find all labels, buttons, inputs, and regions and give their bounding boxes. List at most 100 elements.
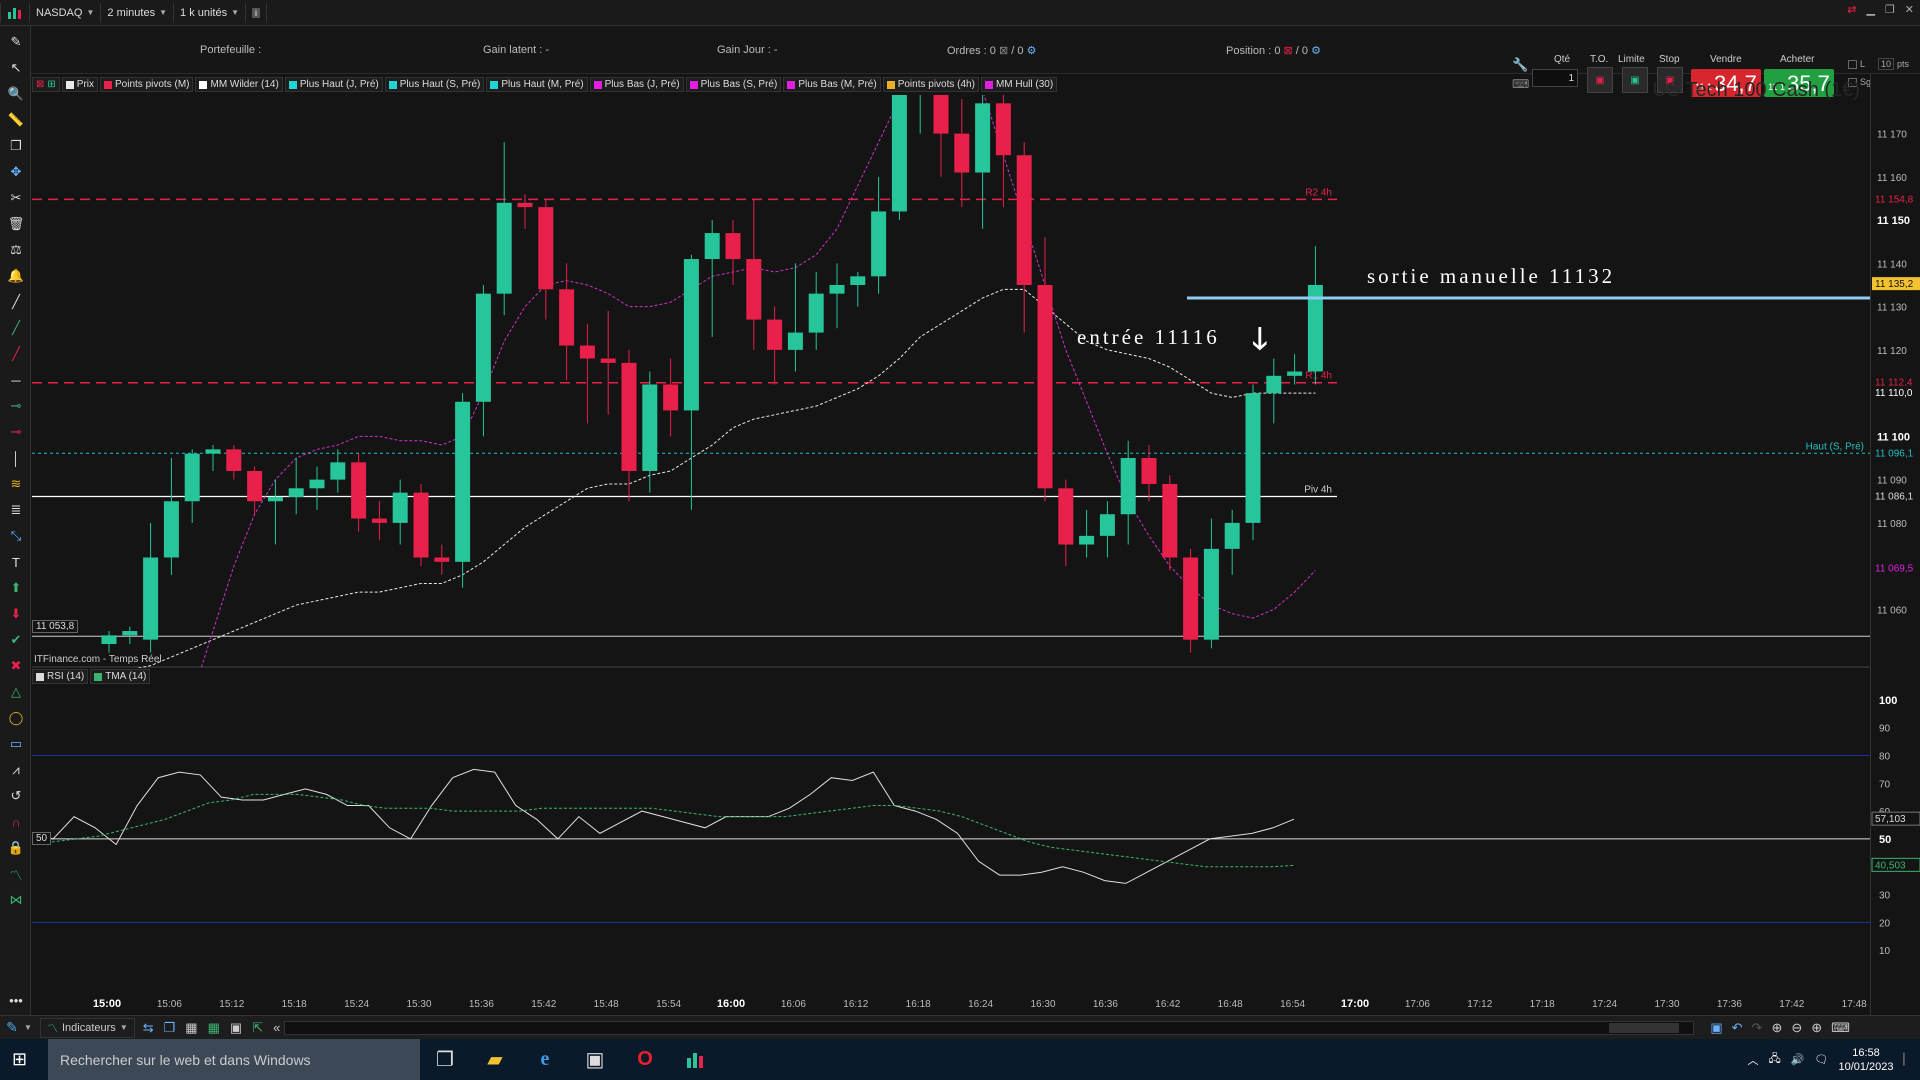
up-arrow-icon[interactable]: ⬆ <box>10 580 22 595</box>
red-ray-icon[interactable]: ⊸ <box>10 424 22 439</box>
legend-item[interactable]: Plus Bas (J, Pré) <box>589 77 684 92</box>
chart-type-icon[interactable] <box>0 2 30 23</box>
close-icon[interactable]: ✕ <box>1904 4 1914 16</box>
trading-app-icon[interactable] <box>670 1039 720 1080</box>
legend-item[interactable]: Prix <box>61 77 99 92</box>
gain-checkbox[interactable] <box>1848 77 1857 87</box>
line-icon[interactable]: ╱ <box>12 294 20 309</box>
cursor-icon[interactable]: ↖ <box>10 60 22 75</box>
loss-checkbox[interactable] <box>1848 59 1857 69</box>
timeframe-selector[interactable]: 2 minutes ▼ <box>101 2 175 23</box>
taskbar-search[interactable]: Rechercher sur le web et dans Windows <box>48 1039 420 1080</box>
info-button[interactable]: i <box>246 2 268 23</box>
wrench-icon[interactable]: 🔧 <box>1512 57 1529 72</box>
show-desktop-icon[interactable]: ▏ <box>1903 1054 1912 1066</box>
cross-icon[interactable]: ✖ <box>10 658 22 673</box>
store-icon[interactable]: ▣ <box>585 1049 605 1071</box>
legend-item[interactable]: Plus Haut (J, Pré) <box>284 77 383 92</box>
keyboard-icon[interactable]: ⌨ <box>1512 77 1530 91</box>
time-axis[interactable]: 15:00 15:06 15:12 15:18 15:24 15:30 15:36 15:42… <box>32 993 1870 1013</box>
rsi-panel[interactable]: 50 <box>31 668 1870 993</box>
qty-input[interactable] <box>1532 69 1578 87</box>
cancel-icon[interactable]: ⊠ <box>1283 45 1293 57</box>
sell-button[interactable]: 11 1 34,7 <box>1691 69 1761 97</box>
legend-toggle-button[interactable]: ⊠ ⊞ <box>32 77 60 92</box>
ruler-icon[interactable]: 📏 <box>7 112 25 127</box>
volume-icon[interactable]: 🔊 <box>1790 1054 1805 1066</box>
magnifier-icon[interactable]: 🔍 <box>7 86 25 101</box>
chevron-up-icon[interactable]: ︿ <box>1747 1054 1759 1067</box>
fibonacci-icon[interactable]: ≋ <box>10 476 22 491</box>
stop-order-button[interactable]: ▣ <box>1657 67 1683 93</box>
windows-start-icon[interactable]: ⊞ <box>12 1049 28 1069</box>
pencil-icon[interactable]: ✎ <box>10 34 22 49</box>
buy-button[interactable]: 11 1 35,7 <box>1764 69 1834 97</box>
legend-rsi[interactable]: RSI (14) <box>32 669 89 684</box>
legend-item[interactable]: Plus Bas (S, Pré) <box>685 77 782 92</box>
legend-tma[interactable]: TMA (14) <box>90 669 151 684</box>
rectangle-icon[interactable]: ▭ <box>9 736 23 751</box>
undo-icon[interactable]: ↶ <box>1731 1019 1743 1035</box>
red-line-icon[interactable]: ╱ <box>12 346 20 361</box>
network-icon[interactable]: 🖧 <box>1768 1053 1781 1065</box>
pen-icon[interactable]: ✎ <box>6 1019 18 1035</box>
pattern-icon[interactable]: ⋈ <box>9 892 23 907</box>
scale-icon[interactable]: ⚖ <box>10 242 22 257</box>
price-axis[interactable]: 11 170 11 160 11 150 11 140 11 130 11 120 11 1… <box>1870 74 1920 1021</box>
keyboard-icon[interactable]: ⌨ <box>1831 1019 1850 1035</box>
more-tools-icon[interactable]: ••• <box>9 992 23 1008</box>
channel-icon[interactable]: ≣ <box>10 502 22 517</box>
units-selector[interactable]: 1 k unités ▼ <box>174 2 247 23</box>
grid-icon[interactable]: ▦ <box>207 1019 220 1035</box>
redo-icon[interactable]: ↷ <box>1751 1019 1763 1035</box>
green-ray-icon[interactable]: ⊸ <box>10 398 22 413</box>
ellipse-icon[interactable]: ◯ <box>8 710 24 725</box>
vertical-line-icon[interactable]: │ <box>11 450 21 466</box>
settings-icon[interactable]: ⚙ <box>1026 45 1037 57</box>
scroll-left-icon[interactable]: « <box>273 1019 281 1035</box>
minimize-icon[interactable]: ▁ <box>1866 4 1875 16</box>
position-info[interactable]: Position : 0 ⊠ / 0 ⚙ <box>1226 45 1321 57</box>
legend-item[interactable]: Plus Haut (M, Pré) <box>486 77 588 92</box>
settings-icon[interactable]: ⚙ <box>1311 45 1321 57</box>
restore-icon[interactable]: ❐ <box>1884 4 1895 16</box>
scrollbar-thumb[interactable] <box>1609 1022 1680 1033</box>
notification-icon[interactable]: 🗨 <box>1814 1054 1829 1066</box>
triangle-icon[interactable]: △ <box>11 684 21 699</box>
legend-item[interactable]: Points pivots (4h) <box>882 77 979 92</box>
scissors-icon[interactable]: ✂ <box>10 190 22 205</box>
legend-item[interactable]: MM Wilder (14) <box>195 77 283 92</box>
legend-item[interactable]: MM Hull (30) <box>980 77 1058 92</box>
zoom-fit-icon[interactable]: ⊕ <box>1771 1019 1783 1035</box>
opera-icon[interactable]: O <box>637 1048 653 1070</box>
cancel-icon[interactable]: ⊠ <box>998 45 1009 57</box>
green-line-icon[interactable]: ╱ <box>12 320 20 335</box>
market-order-button[interactable]: ▣ <box>1587 67 1613 93</box>
copy-icon[interactable]: ❐ <box>10 138 22 153</box>
chevron-down-icon[interactable]: ▼ <box>24 1023 32 1032</box>
task-view-icon[interactable]: ❐ <box>436 1049 454 1071</box>
horizontal-line-icon[interactable]: ─ <box>11 372 21 388</box>
share-icon[interactable]: ⇆ <box>142 1019 154 1035</box>
move-icon[interactable]: ✥ <box>10 164 22 179</box>
legend-item[interactable]: Plus Haut (S, Pré) <box>384 77 485 92</box>
file-explorer-icon[interactable]: ▰ <box>487 1049 503 1071</box>
bell-icon[interactable]: 🔔 <box>7 268 25 283</box>
legend-item[interactable]: Points pivots (M) <box>100 77 194 92</box>
red-down-arrow-icon[interactable]: ⬇ <box>10 606 22 621</box>
clock[interactable]: 16:58 10/01/2023 <box>1838 1046 1893 1074</box>
sync-icon[interactable]: ⇄ <box>1847 4 1857 16</box>
copy-icon[interactable]: ❐ <box>163 1019 176 1035</box>
magnet-icon[interactable]: ∩ <box>11 814 21 830</box>
export-icon[interactable]: ⇱ <box>252 1019 264 1035</box>
trash-icon[interactable]: 🗑 <box>7 216 25 231</box>
zoom-in-icon[interactable]: ⊕ <box>1811 1019 1823 1035</box>
edge-browser-icon[interactable]: e <box>540 1048 550 1070</box>
horizontal-scrollbar[interactable] <box>284 1020 1695 1035</box>
screenshot-icon[interactable]: ▣ <box>1710 1019 1723 1035</box>
lock-icon[interactable]: 🔒 <box>7 840 25 855</box>
zoom-out-icon[interactable]: ⊖ <box>1791 1019 1803 1035</box>
price-chart[interactable]: Haut (S, Pré) R2 4h R1 4h Piv 4h US Tech 10… <box>32 24 1870 697</box>
legend-item[interactable]: Plus Bas (M, Pré) <box>783 77 881 92</box>
indicators-button[interactable]: 〽 Indicateurs ▼ <box>40 1017 135 1038</box>
